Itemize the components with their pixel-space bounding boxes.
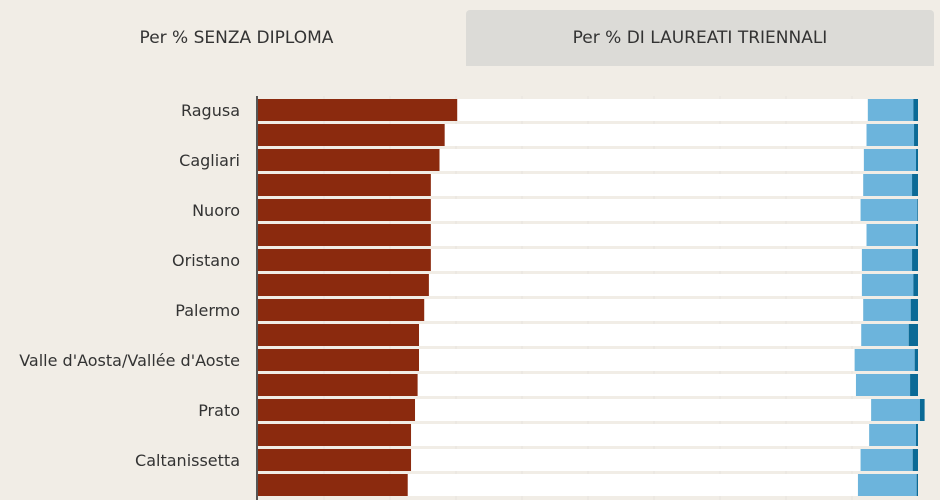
bar-segment-3[interactable] [919,399,925,421]
bar-segment-1[interactable] [415,399,872,421]
bar-segment-3[interactable] [916,424,918,446]
bar-segment-2[interactable] [863,299,911,321]
bar-segment-0[interactable] [258,124,445,146]
bar-segment-1[interactable] [407,474,858,496]
category-label: Ragusa [181,101,240,120]
bar-segment-3[interactable] [912,174,918,196]
bar-segment-2[interactable] [871,399,920,421]
category-label: Palermo [175,301,240,320]
bar-segment-3[interactable] [912,249,918,271]
category-label: Nuoro [192,201,240,220]
bar-segment-2[interactable] [861,274,914,296]
bar-segment-0[interactable] [258,399,416,421]
bar-segment-1[interactable] [430,199,861,221]
bar-segment-0[interactable] [258,274,429,296]
bar-segment-1[interactable] [419,324,862,346]
bar-segment-0[interactable] [258,99,458,121]
bar-segment-2[interactable] [863,149,917,171]
bar-segment-1[interactable] [411,449,861,471]
bar-segment-2[interactable] [860,199,918,221]
chart-panel: Ragusa Cagliari Nuoro Oristano Palermo Valle … [8,66,934,500]
bar-segment-0[interactable] [258,424,412,446]
bar-segment-1[interactable] [439,149,864,171]
bar-segment-0[interactable] [258,474,408,496]
bar-segment-3[interactable] [913,99,918,121]
bar-segment-0[interactable] [258,374,418,396]
bar-segment-1[interactable] [424,299,864,321]
bar-segment-0[interactable] [258,324,420,346]
bar-segment-1[interactable] [430,224,867,246]
bar-segment-2[interactable] [860,449,913,471]
bar-segment-3[interactable] [910,299,918,321]
category-label: Oristano [172,251,240,270]
bar-segment-2[interactable] [857,474,917,496]
bar-segment-1[interactable] [411,424,870,446]
bar-segment-2[interactable] [861,249,913,271]
bar-segment-3[interactable] [917,199,918,221]
bar-segment-0[interactable] [258,299,425,321]
category-label: Prato [198,401,240,420]
bar-segment-3[interactable] [916,149,918,171]
bar-segment-0[interactable] [258,174,431,196]
bar-segment-1[interactable] [428,274,862,296]
stacked-bar-chart: Ragusa Cagliari Nuoro Oristano Palermo Valle … [19,96,925,500]
category-label: Valle d'Aosta/Vallée d'Aoste [19,351,240,370]
bar-segment-3[interactable] [916,224,918,246]
tab-laureati-triennali[interactable]: Per % DI LAUREATI TRIENNALI [466,10,934,66]
bar-segment-1[interactable] [430,174,864,196]
bar-segment-0[interactable] [258,224,431,246]
bar-segment-2[interactable] [866,124,915,146]
bar-segment-3[interactable] [916,474,918,496]
bar-segment-3[interactable] [910,374,918,396]
bar-segment-1[interactable] [430,249,862,271]
bar-segment-3[interactable] [908,324,918,346]
bar-segment-2[interactable] [863,174,913,196]
category-label: Cagliari [179,151,240,170]
bar-segment-3[interactable] [912,449,918,471]
bar-segment-0[interactable] [258,449,412,471]
bar-segment-2[interactable] [867,99,914,121]
bar-segment-2[interactable] [869,424,917,446]
bar-segment-1[interactable] [444,124,867,146]
bar-segment-2[interactable] [855,374,911,396]
bar-segment-0[interactable] [258,149,440,171]
bar-segment-0[interactable] [258,249,431,271]
bar-segment-3[interactable] [914,349,918,371]
bar-segment-1[interactable] [457,99,868,121]
bar-segment-0[interactable] [258,349,420,371]
category-label: Caltanissetta [135,451,240,470]
bar-segment-2[interactable] [861,324,909,346]
bar-segment-3[interactable] [914,124,918,146]
bar-segment-2[interactable] [866,224,917,246]
bar-segment-3[interactable] [913,274,918,296]
bar-segment-1[interactable] [417,374,856,396]
bar-segment-1[interactable] [419,349,855,371]
tab-bar: Per % SENZA DIPLOMA Per % DI LAUREATI TR… [0,0,940,66]
tab-senza-diploma[interactable]: Per % SENZA DIPLOMA [8,10,465,66]
bar-segment-2[interactable] [854,349,915,371]
bar-segment-0[interactable] [258,199,431,221]
